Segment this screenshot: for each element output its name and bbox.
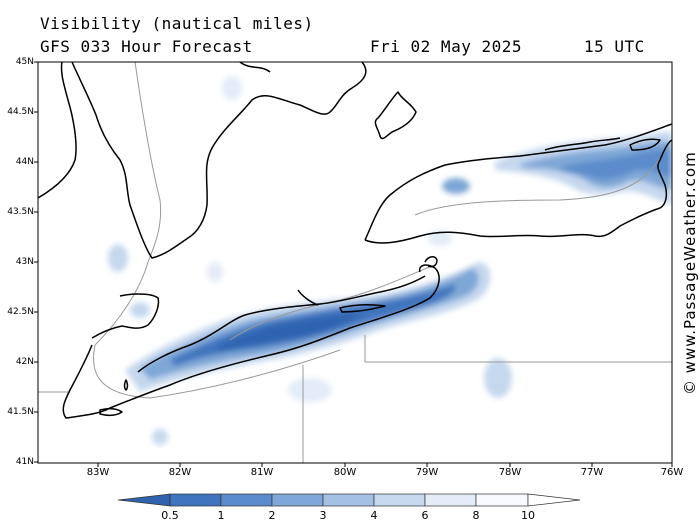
colorbar-segment <box>475 493 529 507</box>
colorbar-label: 10 <box>521 509 535 522</box>
colorbar <box>117 493 581 507</box>
lon-label: 80W <box>333 467 357 478</box>
political-borders <box>38 62 672 463</box>
colorbar-segment <box>424 493 477 507</box>
colorbar-segment <box>271 493 324 507</box>
colorbar-label: 2 <box>268 509 276 522</box>
forecast-date: Fri 02 May 2025 <box>370 37 522 56</box>
colorbar-label: 0.5 <box>161 509 179 522</box>
colorbar-segment <box>117 493 171 507</box>
colorbar-label: 4 <box>370 509 378 522</box>
colorbar-segment <box>373 493 426 507</box>
lat-label: 41.5N <box>7 407 34 417</box>
colorbar-segment <box>169 493 222 507</box>
colorbar-segment <box>220 493 273 507</box>
lat-label: 43N <box>15 257 34 267</box>
colorbar-label: 1 <box>217 509 225 522</box>
lon-label: 81W <box>250 467 274 478</box>
colorbar-segment <box>322 493 375 507</box>
coastlines <box>38 62 672 419</box>
lat-label: 43.5N <box>7 207 34 217</box>
colorbar-label: 8 <box>472 509 480 522</box>
visibility-shading <box>108 76 672 445</box>
lat-label: 42N <box>15 357 34 367</box>
lon-label: 79W <box>415 467 439 478</box>
colorbar-segment <box>527 493 581 507</box>
lon-label: 76W <box>660 467 684 478</box>
lat-label: 41N <box>15 457 34 467</box>
colorbar-label: 6 <box>421 509 429 522</box>
axis-ticks <box>34 61 673 467</box>
colorbar-label: 3 <box>319 509 327 522</box>
lon-label: 78W <box>498 467 522 478</box>
lon-label: 77W <box>580 467 604 478</box>
lat-label: 45N <box>15 57 34 67</box>
site-credit: © www.PassageWeather.com <box>681 151 699 395</box>
lat-label: 44.5N <box>7 107 34 117</box>
lat-label: 42.5N <box>7 307 34 317</box>
forecast-label: GFS 033 Hour Forecast <box>40 37 253 56</box>
lat-label: 44N <box>15 157 34 167</box>
map-background <box>38 62 672 463</box>
lon-label: 82W <box>168 467 192 478</box>
forecast-time: 15 UTC <box>584 37 645 56</box>
chart-title: Visibility (nautical miles) <box>40 14 314 33</box>
lon-label: 83W <box>86 467 110 478</box>
